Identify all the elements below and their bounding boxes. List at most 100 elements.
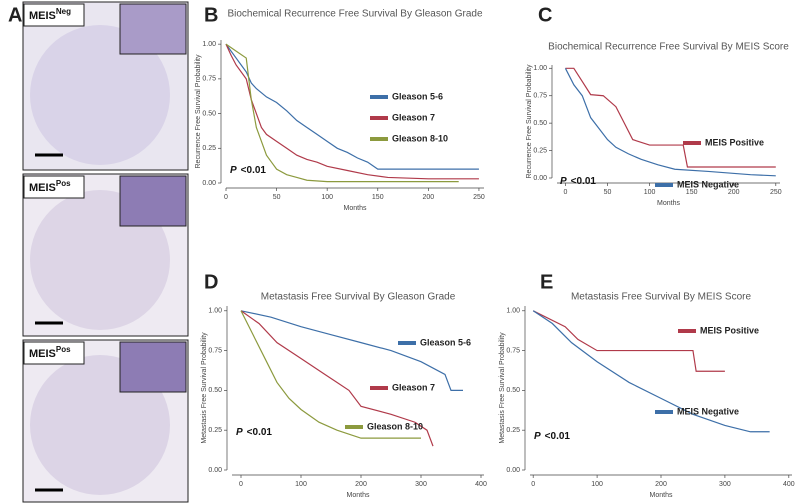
meis-label: MEISPos: [29, 179, 71, 194]
x-tick-label: 200: [423, 194, 435, 201]
meis-label-text: MEIS: [29, 10, 56, 22]
y-tick-label: 0.75: [506, 347, 520, 354]
y-tick-label: 0.00: [506, 467, 520, 474]
survival-curve: [225, 43, 479, 180]
x-tick-label: 100: [295, 481, 307, 488]
legend-swatch: [398, 341, 416, 345]
x-tick-label: 100: [644, 189, 656, 196]
y-tick-label: 0.75: [533, 93, 547, 100]
x-tick-label: 100: [321, 194, 333, 201]
legend-label: Gleason 5-6: [392, 91, 443, 101]
x-tick-label: 250: [770, 189, 782, 196]
x-tick-label: 200: [355, 481, 367, 488]
y-tick-label: 0.75: [208, 347, 222, 354]
x-tick-label: 200: [655, 481, 667, 488]
panel-label: E: [540, 271, 553, 293]
y-tick-label: 1.00: [208, 308, 222, 315]
p-value-text: <0.01: [571, 176, 597, 187]
panel-label: C: [538, 4, 552, 26]
survival-curve: [225, 43, 459, 183]
legend-swatch: [370, 137, 388, 141]
legend-swatch: [655, 183, 673, 187]
survival-curve: [564, 68, 776, 177]
chart-title: Biochemical Recurrence Free Survival By …: [548, 42, 789, 53]
y-tick-label: 0.25: [208, 427, 222, 434]
p-value-symbol: P: [236, 427, 243, 438]
meis-label-text: MEIS: [29, 348, 56, 360]
x-tick-label: 0: [224, 194, 228, 201]
panel-a-images: [22, 1, 189, 503]
p-value: P <0.01: [230, 165, 266, 176]
y-tick-label: 0.50: [533, 120, 547, 127]
p-value: P <0.01: [534, 431, 570, 442]
label-box: [23, 175, 85, 199]
x-tick-label: 300: [415, 481, 427, 488]
x-axis-label: Months: [657, 200, 680, 207]
x-tick-label: 300: [719, 481, 731, 488]
y-tick-label: 0.25: [202, 145, 216, 152]
legend-swatch: [370, 386, 388, 390]
x-tick-label: 250: [473, 194, 485, 201]
y-axis-label: Recurrence Free Survival Probability: [195, 54, 202, 168]
y-tick-label: 0.00: [533, 175, 547, 182]
legend-swatch: [683, 141, 701, 145]
legend-label: Gleason 7: [392, 382, 435, 392]
p-value-symbol: P: [534, 431, 541, 442]
x-tick-label: 100: [591, 481, 603, 488]
legend-label: Gleason 5-6: [420, 337, 471, 347]
y-tick-label: 0.50: [208, 387, 222, 394]
x-axis-label: Months: [650, 492, 673, 499]
y-tick-label: 0.00: [202, 180, 216, 187]
y-axis-label: Metastasis Free Survival Probability: [499, 332, 506, 444]
y-tick-label: 0.25: [506, 427, 520, 434]
survival-curve: [532, 310, 725, 372]
legend-label: Gleason 7: [392, 112, 435, 122]
survival-curve: [532, 310, 770, 433]
x-tick-label: 400: [783, 481, 795, 488]
x-tick-label: 0: [563, 189, 567, 196]
tissue-core: [30, 25, 170, 165]
label-box: [23, 3, 85, 27]
meis-label-sup: Neg: [56, 7, 71, 16]
legend-label: Gleason 8-10: [367, 421, 423, 431]
chart-title: Metastasis Free Survival By MEIS Score: [571, 292, 751, 303]
x-tick-label: 50: [604, 189, 612, 196]
x-tick-label: 150: [686, 189, 698, 196]
legend-swatch: [655, 410, 673, 414]
y-tick-label: 0.75: [202, 76, 216, 83]
y-tick-label: 1.00: [533, 65, 547, 72]
meis-label-sup: Pos: [56, 179, 71, 188]
label-box: [23, 341, 85, 365]
panel-label: A: [8, 4, 22, 26]
p-value-text: <0.01: [241, 165, 267, 176]
legend-swatch: [370, 95, 388, 99]
y-tick-label: 0.25: [533, 147, 547, 154]
x-axis-label: Months: [347, 492, 370, 499]
y-tick-label: 0.00: [208, 467, 222, 474]
meis-label-sup: Pos: [56, 345, 71, 354]
legend-label: MEIS Positive: [700, 325, 759, 335]
meis-label: MEISPos: [29, 345, 71, 360]
survival-curve: [565, 67, 776, 168]
p-value: P <0.01: [236, 427, 272, 438]
legend-label: MEIS Negative: [677, 406, 739, 416]
y-axis-label: Recurrence Free Survival Probability: [526, 64, 533, 178]
p-value-text: <0.01: [247, 427, 273, 438]
y-tick-label: 0.50: [506, 387, 520, 394]
inset-image: [119, 175, 187, 227]
panel-label: D: [204, 271, 218, 293]
legend-swatch: [345, 425, 363, 429]
p-value-text: <0.01: [545, 431, 571, 442]
legend-swatch: [678, 329, 696, 333]
x-tick-label: 400: [475, 481, 487, 488]
p-value-symbol: P: [230, 165, 237, 176]
p-value-symbol: P: [560, 176, 567, 187]
survival-curve: [240, 310, 463, 391]
meis-label: MEISNeg: [29, 7, 71, 22]
legend-label: MEIS Negative: [677, 179, 739, 189]
chart-title: Biochemical Recurrence Free Survival By …: [227, 9, 483, 20]
y-tick-label: 1.00: [202, 41, 216, 48]
inset-image: [119, 341, 187, 393]
x-axis-label: Months: [344, 205, 367, 212]
